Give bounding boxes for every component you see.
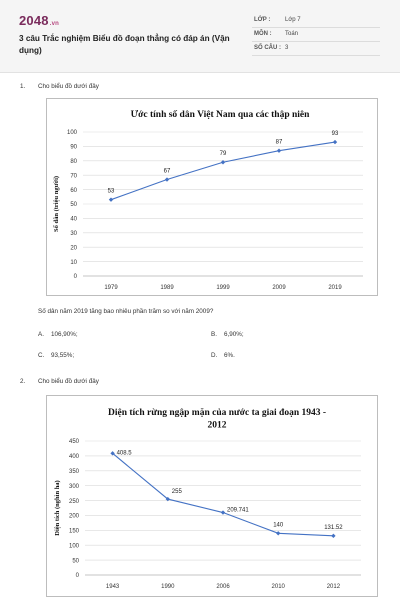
chart-mangrove-data-label-2012: 131.52 <box>324 525 343 531</box>
chart-mangrove-xtick-label-2012: 2012 <box>327 584 341 590</box>
chart-population-ytick-label-90: 90 <box>70 145 77 151</box>
chart-mangrove-ytick-label-250: 250 <box>69 499 80 505</box>
chart-population-data-label-1999: 79 <box>220 151 227 157</box>
meta-count-key: SỐ CÂU : <box>254 45 281 51</box>
chart-population-xtick-label-1999: 1999 <box>216 285 230 291</box>
chart-mangrove-ytick-label-300: 300 <box>69 484 80 490</box>
chart-population-title-line-1: Ước tính số dân Việt Nam qua các thập ni… <box>131 109 311 120</box>
chart-population-xtick-label-2019: 2019 <box>328 285 342 291</box>
chart-mangrove: Diện tích rừng ngập mặn của nước ta giai… <box>46 395 378 597</box>
option-a-label: A. <box>38 331 44 338</box>
chart-mangrove-ytick-label-200: 200 <box>69 514 80 520</box>
chart-mangrove-xtick-label-2010: 2010 <box>272 584 286 590</box>
chart-population-xtick-label-1979: 1979 <box>104 285 118 291</box>
chart-population-ytick-label-30: 30 <box>70 231 77 237</box>
chart-mangrove-ytick-label-350: 350 <box>69 469 80 475</box>
chart-population-point-1999 <box>220 160 226 165</box>
chart-mangrove-ytick-label-400: 400 <box>69 454 80 460</box>
chart-population-data-label-2019: 93 <box>332 131 339 137</box>
chart-mangrove-data-label-1943: 408.5 <box>117 450 133 456</box>
site-logo[interactable]: 2048.vn <box>19 13 59 28</box>
chart-population-data-label-1989: 67 <box>164 169 171 175</box>
meta-class-value: Lớp 7 <box>285 17 301 23</box>
chart-mangrove-point-2006 <box>220 510 226 515</box>
option-d[interactable]: D. 6%. <box>211 352 235 359</box>
option-b[interactable]: B. 6,90%; <box>211 331 244 338</box>
page-header: 2048.vn 3 câu Trắc nghiệm Biểu đồ đoạn t… <box>0 0 400 73</box>
question-1-number: 1. <box>20 83 26 90</box>
chart-mangrove-ylabel: Diện tích (nghìn ha) <box>54 480 61 535</box>
chart-population-point-2009 <box>276 148 282 153</box>
question-1-intro: Cho biểu đồ dưới đây <box>38 83 99 90</box>
option-d-label: D. <box>211 352 218 359</box>
option-d-text: 6%. <box>224 352 235 359</box>
chart-population-point-2019 <box>332 139 338 145</box>
question-1-text: Số dân năm 2019 tăng bao nhiêu phần trăm… <box>38 308 214 315</box>
chart-mangrove-point-2012 <box>331 533 336 539</box>
chart-mangrove-ytick-label-450: 450 <box>69 439 80 445</box>
chart-population-svg: Ước tính số dân Việt Nam qua các thập ni… <box>53 109 363 291</box>
meta-count: SỐ CÂU : 3 <box>252 41 380 56</box>
page-title: 3 câu Trắc nghiệm Biểu đồ đoạn thẳng có … <box>19 34 230 55</box>
chart-population: Ước tính số dân Việt Nam qua các thập ni… <box>46 98 378 296</box>
chart-population-ytick-label-80: 80 <box>70 159 77 165</box>
option-c-label: C. <box>38 352 45 359</box>
option-c-text: 93,55%; <box>51 352 75 359</box>
chart-population-ytick-label-10: 10 <box>70 260 77 266</box>
chart-mangrove-series-line <box>112 452 334 537</box>
meta-subject: MÔN : Toán <box>252 27 380 42</box>
chart-mangrove-title-line-2: 2012 <box>208 421 227 431</box>
meta-subject-value: Toán <box>285 31 299 37</box>
chart-mangrove-title-line-1: Diện tích rừng ngập mặn của nước ta giai… <box>108 408 326 418</box>
chart-mangrove-point-2010 <box>276 531 281 536</box>
logo-domain: .vn <box>49 21 60 27</box>
chart-population-xtick-label-2009: 2009 <box>272 285 286 291</box>
question-2-header: 2. Cho biểu đồ dưới đây <box>20 378 380 388</box>
meta-class: LỚP : Lớp 7 <box>252 13 380 28</box>
option-b-text: 6,90%; <box>224 331 244 338</box>
chart-mangrove-ytick-label-0: 0 <box>76 573 80 579</box>
chart-mangrove-data-label-2010: 140 <box>273 522 284 528</box>
chart-population-ytick-label-60: 60 <box>70 188 77 194</box>
meta-class-key: LỚP : <box>254 17 271 23</box>
meta-count-value: 3 <box>285 45 289 51</box>
option-c[interactable]: C. 93,55%; <box>38 352 74 359</box>
question-2-number: 2. <box>20 378 26 385</box>
chart-population-ytick-label-40: 40 <box>70 217 77 223</box>
chart-population-ytick-label-100: 100 <box>67 130 78 136</box>
chart-mangrove-xtick-label-2006: 2006 <box>216 584 230 590</box>
chart-population-point-1979 <box>108 197 114 202</box>
chart-mangrove-ytick-label-100: 100 <box>69 543 80 549</box>
chart-mangrove-xtick-label-1943: 1943 <box>106 584 120 590</box>
chart-population-ylabel: Số dân (triệu người) <box>53 176 60 232</box>
option-a[interactable]: A. 106,90%; <box>38 331 78 338</box>
chart-mangrove-point-1943 <box>110 451 115 456</box>
question-1-header: 1. Cho biểu đồ dưới đây <box>20 83 380 93</box>
chart-mangrove-data-label-1990: 255 <box>172 489 183 495</box>
chart-population-data-label-1979: 53 <box>108 189 115 195</box>
chart-population-ytick-label-50: 50 <box>70 202 77 208</box>
question-2-intro: Cho biểu đồ dưới đây <box>38 378 99 385</box>
chart-population-ytick-label-70: 70 <box>70 173 77 179</box>
chart-population-data-label-2009: 87 <box>276 140 283 146</box>
chart-mangrove-svg: Diện tích rừng ngập mặn của nước ta giai… <box>54 408 361 590</box>
option-b-label: B. <box>211 331 217 338</box>
chart-mangrove-ytick-label-150: 150 <box>69 529 80 535</box>
option-a-text: 106,90%; <box>51 331 78 338</box>
chart-mangrove-point-1990 <box>165 496 170 502</box>
chart-population-point-1989 <box>164 177 170 182</box>
chart-mangrove-xtick-label-1990: 1990 <box>161 584 175 590</box>
chart-mangrove-ytick-label-50: 50 <box>72 558 79 564</box>
chart-mangrove-data-label-2006: 209.741 <box>227 508 249 514</box>
chart-population-ytick-label-20: 20 <box>70 245 77 251</box>
chart-population-xtick-label-1989: 1989 <box>160 285 174 291</box>
chart-population-ytick-label-0: 0 <box>74 274 78 280</box>
logo-main: 2048 <box>19 13 49 28</box>
meta-subject-key: MÔN : <box>254 31 272 37</box>
